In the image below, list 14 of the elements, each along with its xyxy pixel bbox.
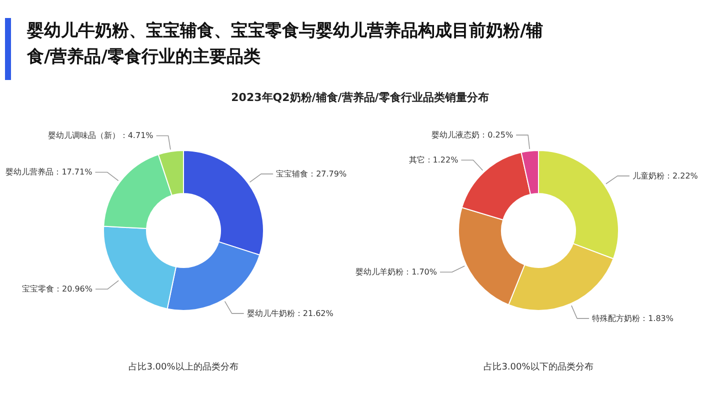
slice-label: 宝宝辅食：27.79% [276, 169, 347, 178]
slice-label: 婴幼儿调味品（新）：4.71% [48, 131, 154, 140]
slice-label: 特殊配方奶粉：1.83% [592, 314, 674, 323]
text: 占比3.00%以上的品类分布 [128, 362, 238, 372]
slice-label: 儿童奶粉：2.22% [632, 171, 698, 180]
slice-label: 婴幼儿液态奶：0.25% [432, 130, 514, 140]
slice-label: 婴幼儿营养品：17.71% [6, 168, 93, 177]
text: 占比3.00%以下的品类分布 [484, 362, 594, 372]
chart-subtitle: 2023年Q2奶粉/辅食/营养品/零食行业品类销量分布 [231, 90, 489, 106]
slice-label: 其它：1.22% [408, 156, 459, 165]
slice-label: 婴幼儿羊奶粉：1.70% [356, 268, 438, 277]
slice-label: 婴幼儿牛奶粉：21.62% [246, 308, 334, 318]
slice-label: 宝宝零食：20.96% [22, 284, 93, 294]
chart-title: 婴幼儿牛奶粉、宝宝辅食、宝宝零食与婴幼儿营养品构成目前奶粉/辅食/营养品/零食行业的主要品类 [27, 20, 544, 69]
